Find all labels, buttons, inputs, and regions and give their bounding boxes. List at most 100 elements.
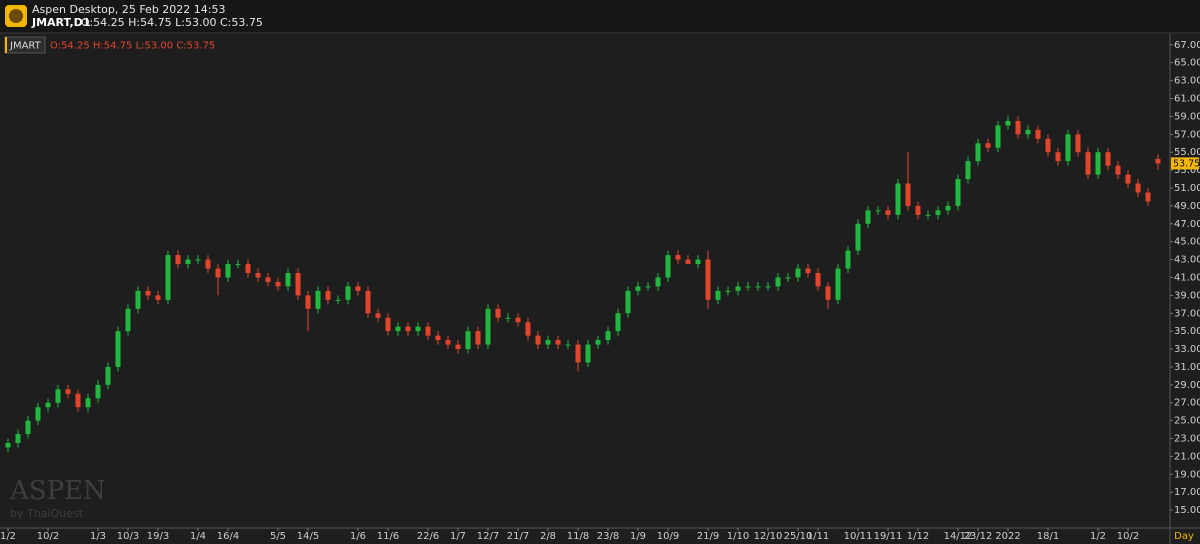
candle-body <box>395 326 401 332</box>
price-tag: 53.75 <box>1173 158 1200 169</box>
candle-body <box>665 255 671 278</box>
candle-body <box>225 264 231 278</box>
x-tick-label: 10/3 <box>117 531 139 542</box>
candle-body <box>205 259 211 269</box>
x-tick-label: 1/6 <box>350 531 366 542</box>
candle-body <box>75 393 81 408</box>
candle-body <box>1095 152 1101 175</box>
candle-body <box>275 281 281 287</box>
candle-body <box>115 331 121 367</box>
candle-body <box>15 434 21 443</box>
x-tick-label: 1/2 <box>1090 531 1106 542</box>
candle-body <box>1025 129 1031 135</box>
y-tick-label: 19.00 <box>1174 469 1200 480</box>
candle-body <box>535 335 541 345</box>
header-ohlc: O:54.25 H:54.75 L:53.00 C:53.75 <box>81 16 263 29</box>
candle-body <box>405 326 411 332</box>
candle-body <box>175 255 181 265</box>
candle-body <box>335 299 341 301</box>
candle-body <box>1065 134 1071 162</box>
candle-body <box>785 277 791 279</box>
x-tick-label: 11/8 <box>567 531 589 542</box>
candle-body <box>305 295 311 309</box>
candle-body <box>695 259 701 265</box>
x-tick-label: 21/7 <box>507 531 529 542</box>
candle-body <box>435 335 441 341</box>
candle-body <box>315 290 321 309</box>
candle-body <box>165 255 171 300</box>
candle-body <box>195 259 201 261</box>
watermark-sub: by ThaiQuest <box>10 507 84 520</box>
legend-symbol: JMART <box>9 41 42 52</box>
candle-body <box>135 290 141 309</box>
candle-body <box>805 268 811 273</box>
x-tick-label: 1/7 <box>450 531 466 542</box>
candle-body <box>55 389 61 403</box>
candle-body <box>735 286 741 291</box>
x-tick-label: 1/12 <box>907 531 929 542</box>
candle-body <box>45 402 51 408</box>
candle-body <box>995 125 1001 148</box>
candle-body <box>705 259 711 300</box>
x-tick-label: 16/4 <box>217 531 239 542</box>
candle-body <box>915 205 921 215</box>
x-tick-label: 5/5 <box>270 531 286 542</box>
candle-body <box>815 273 821 287</box>
candle-body <box>645 286 651 288</box>
candle-body <box>585 344 591 363</box>
x-tick-label: 21/9 <box>697 531 719 542</box>
candle-body <box>905 183 911 206</box>
y-tick-label: 33.00 <box>1174 344 1200 355</box>
y-tick-label: 47.00 <box>1174 219 1200 230</box>
app-icon-mark <box>9 9 23 23</box>
candle-body <box>1085 152 1091 175</box>
candle-body <box>295 273 301 296</box>
candle-body <box>855 223 861 251</box>
candle-body <box>365 290 371 314</box>
candle-body <box>925 214 931 216</box>
candle-body <box>1015 120 1021 135</box>
candle-body <box>825 286 831 300</box>
x-tick-label: 2022 <box>995 531 1020 542</box>
candle-body <box>555 340 561 345</box>
candle-body <box>525 322 531 336</box>
candle-body <box>895 183 901 215</box>
y-tick-label: 65.00 <box>1174 58 1200 69</box>
x-tick-label: 12/7 <box>477 531 499 542</box>
candle-body <box>155 295 161 300</box>
y-tick-label: 39.00 <box>1174 290 1200 301</box>
y-tick-label: 37.00 <box>1174 308 1200 319</box>
x-tick-label: 25/10 <box>784 531 813 542</box>
y-tick-label: 41.00 <box>1174 272 1200 283</box>
x-tick-label: 11/6 <box>377 531 399 542</box>
x-tick-label: 12/10 <box>754 531 783 542</box>
y-tick-label: 67.00 <box>1174 40 1200 51</box>
legend-ohlc: O:54.25 H:54.75 L:53.00 C:53.75 <box>50 41 215 52</box>
candle-body <box>935 210 941 215</box>
candle-body <box>285 273 291 287</box>
candle-body <box>955 179 961 206</box>
y-tick-label: 21.00 <box>1174 451 1200 462</box>
candle-body <box>715 290 721 300</box>
x-tick-label: 1/2 <box>0 531 16 542</box>
candle-body <box>1135 183 1141 193</box>
candle-body <box>1055 152 1061 162</box>
candle-body <box>1155 158 1161 164</box>
candle-body <box>105 366 111 385</box>
candle-body <box>605 331 611 341</box>
x-tick-label: 10/9 <box>657 531 679 542</box>
x-tick-label: 10/2 <box>37 531 59 542</box>
candle-body <box>1005 120 1011 126</box>
x-tick-label: 1/3 <box>90 531 106 542</box>
header-bar <box>0 0 1200 33</box>
candle-body <box>1125 174 1131 184</box>
x-tick-label: 1/9 <box>630 531 646 542</box>
x-unit: Day <box>1174 531 1194 542</box>
candle-body <box>35 407 41 421</box>
candle-body <box>375 313 381 318</box>
y-tick-label: 23.00 <box>1174 434 1200 445</box>
candle-body <box>1145 192 1151 202</box>
candle-body <box>415 326 421 332</box>
candle-body <box>455 344 461 350</box>
